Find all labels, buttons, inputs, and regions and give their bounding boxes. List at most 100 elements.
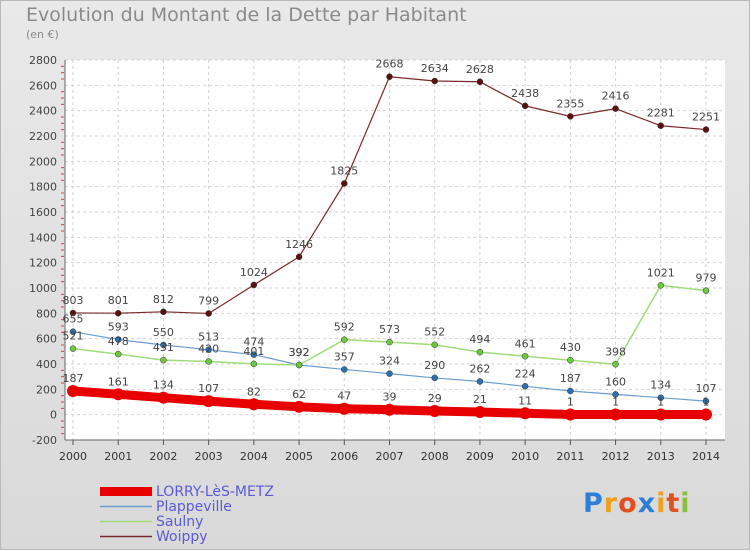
data-point-woippy <box>114 309 122 317</box>
data-label-woippy: 1024 <box>240 266 268 279</box>
data-point-lorry-l-s-metz <box>473 406 486 419</box>
data-point-lorry-l-s-metz <box>338 402 351 415</box>
data-label-saulny: 401 <box>243 345 264 358</box>
data-point-plappeville <box>114 336 122 343</box>
data-label-plappeville: 474 <box>243 336 264 349</box>
data-label-plappeville: 324 <box>379 355 400 368</box>
data-label-woippy: 2281 <box>647 107 675 120</box>
data-label-woippy: 801 <box>108 294 129 307</box>
x-tick-label: 2000 <box>59 450 87 463</box>
data-label-woippy: 1246 <box>285 238 313 251</box>
data-label-woippy: 2668 <box>376 58 404 71</box>
data-point-saulny <box>69 345 77 352</box>
data-point-plappeville <box>702 397 710 405</box>
logo-letter: i <box>680 488 691 519</box>
data-point-woippy <box>341 180 348 187</box>
data-label-woippy: 803 <box>63 294 84 307</box>
logo-letter: x <box>637 488 657 519</box>
data-label-woippy: 2416 <box>602 90 630 103</box>
data-point-plappeville <box>657 394 665 401</box>
legend-swatch-lorry <box>100 487 152 496</box>
data-point-lorry-l-s-metz <box>112 388 125 401</box>
y-tick-label: 0 <box>50 409 57 422</box>
legend-item-saulny: Saulny <box>100 513 274 530</box>
data-label-plappeville: 187 <box>560 372 581 385</box>
legend-label-woippy: Woippy <box>156 528 208 545</box>
x-tick-label: 2007 <box>376 450 404 463</box>
data-point-lorry-l-s-metz <box>609 408 622 421</box>
data-point-lorry-l-s-metz <box>700 408 712 421</box>
data-label-woippy: 2438 <box>511 87 539 100</box>
data-point-plappeville <box>386 370 393 377</box>
data-label-plappeville: 134 <box>650 379 671 392</box>
plot-area <box>65 60 725 440</box>
legend-label-lorry: LORRY-LèS-METZ <box>156 483 274 500</box>
data-point-lorry-l-s-metz <box>519 407 532 420</box>
data-point-lorry-l-s-metz <box>157 391 170 404</box>
legend-swatch-plappeville <box>100 505 152 508</box>
data-point-saulny <box>205 358 212 365</box>
data-point-lorry-l-s-metz <box>383 403 396 416</box>
y-tick-label: 1200 <box>29 257 57 270</box>
chart-subtitle: (en €) <box>26 28 59 41</box>
data-label-saulny: 478 <box>108 335 129 348</box>
data-label-saulny: 979 <box>696 272 717 285</box>
data-label-woippy: 812 <box>153 293 174 306</box>
data-point-plappeville <box>567 387 574 395</box>
legend-label-saulny: Saulny <box>156 513 204 530</box>
data-label-plappeville: 593 <box>108 321 129 334</box>
data-point-woippy <box>205 310 212 317</box>
data-label-saulny: 573 <box>379 323 400 336</box>
data-point-saulny <box>295 361 303 369</box>
x-tick-label: 2006 <box>330 450 358 463</box>
data-label-saulny: 494 <box>469 333 490 346</box>
x-tick-label: 2010 <box>511 450 539 463</box>
data-point-lorry-l-s-metz <box>428 404 441 417</box>
data-point-saulny <box>702 287 710 294</box>
data-label-woippy: 2251 <box>692 111 720 124</box>
data-point-lorry-l-s-metz <box>293 400 306 413</box>
data-label-lorry-l-s-metz: 161 <box>108 375 129 388</box>
data-label-lorry-l-s-metz: 11 <box>518 394 532 407</box>
data-point-woippy <box>476 78 484 86</box>
data-point-saulny <box>250 360 258 368</box>
data-label-lorry-l-s-metz: 1 <box>703 396 710 409</box>
data-label-plappeville: 262 <box>469 362 490 375</box>
data-point-woippy <box>431 77 438 85</box>
data-point-saulny <box>567 356 574 364</box>
data-point-lorry-l-s-metz <box>247 398 260 411</box>
legend-item-woippy: Woippy <box>100 528 274 545</box>
data-label-lorry-l-s-metz: 1 <box>657 396 664 409</box>
logo-letter: r <box>603 488 619 519</box>
data-point-woippy <box>702 126 710 133</box>
legend-swatch-saulny <box>100 520 152 523</box>
data-point-plappeville <box>476 378 484 385</box>
data-label-plappeville: 290 <box>424 359 445 372</box>
data-label-lorry-l-s-metz: 1 <box>567 396 574 409</box>
x-tick-label: 2005 <box>285 450 313 463</box>
data-label-lorry-l-s-metz: 62 <box>292 388 306 401</box>
data-label-saulny: 420 <box>198 342 219 355</box>
data-point-saulny <box>386 338 393 346</box>
data-point-woippy <box>657 122 665 129</box>
data-label-lorry-l-s-metz: 1 <box>612 396 619 409</box>
data-point-woippy <box>386 73 393 80</box>
data-point-woippy <box>69 309 77 317</box>
data-label-saulny: 430 <box>560 341 581 354</box>
data-point-saulny <box>476 348 484 356</box>
data-label-plappeville: 392 <box>289 346 310 359</box>
data-point-woippy <box>567 113 574 120</box>
y-tick-label: 2000 <box>29 155 57 168</box>
x-tick-label: 2012 <box>602 450 630 463</box>
data-point-saulny <box>657 282 665 289</box>
x-tick-label: 2003 <box>195 450 223 463</box>
y-tick-label: 200 <box>36 383 57 396</box>
legend: LORRY-LèS-METZ Plappeville Saulny Woippy <box>100 483 274 545</box>
data-label-plappeville: 107 <box>696 382 717 395</box>
data-point-saulny <box>521 353 529 360</box>
logo-letter: i <box>656 488 667 519</box>
legend-swatch-woippy <box>100 535 152 538</box>
data-point-saulny <box>431 341 438 348</box>
data-label-plappeville: 550 <box>153 326 174 339</box>
